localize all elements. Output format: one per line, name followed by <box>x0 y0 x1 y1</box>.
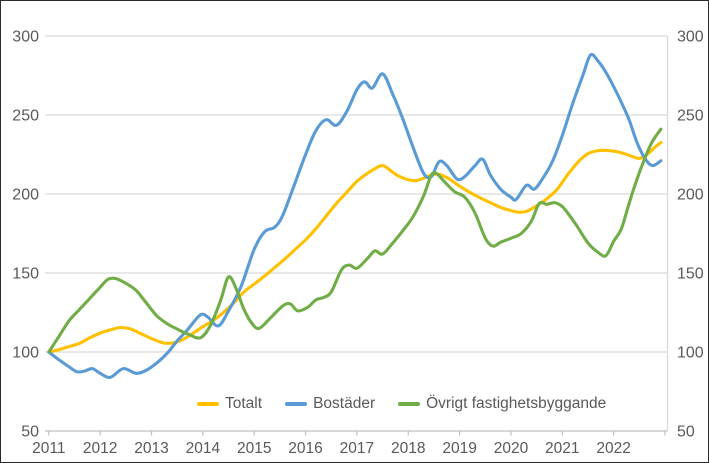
legend-label-totalt: Totalt <box>225 395 263 412</box>
y-axis-label-right-300: 300 <box>677 29 704 46</box>
y-axis-label-left-150: 150 <box>12 266 39 283</box>
x-axis-label-2019: 2019 <box>442 440 476 457</box>
legend-item-totalt: Totalt <box>197 395 262 413</box>
ovrigt-line-swatch-icon <box>398 402 421 406</box>
y-axis-label-right-150: 150 <box>677 266 704 283</box>
y-axis-label-left-200: 200 <box>12 187 39 204</box>
chart-legend: Totalt Bostäder Övrigt fastighetsbyggand… <box>197 393 606 415</box>
y-axis-label-left-300: 300 <box>12 29 39 46</box>
x-axis-label-2011: 2011 <box>32 440 65 457</box>
legend-item-ovrigt: Övrigt fastighetsbyggande <box>398 395 606 413</box>
bostader-line-swatch-icon <box>285 402 308 406</box>
y-axis-label-left-250: 250 <box>12 108 39 125</box>
series-line-ovrigt <box>47 127 663 354</box>
series-line-bostader <box>47 52 663 379</box>
x-axis-label-2013: 2013 <box>134 440 168 457</box>
legend-item-bostader: Bostäder <box>285 395 375 413</box>
y-axis-label-right-100: 100 <box>677 345 704 362</box>
x-axis-label-2021: 2021 <box>545 440 579 457</box>
y-axis-label-left-100: 100 <box>12 345 39 362</box>
y-axis-label-left-50: 50 <box>21 424 39 441</box>
series-line-totalt <box>47 141 663 354</box>
x-axis-label-2018: 2018 <box>391 440 425 457</box>
x-axis-label-2022: 2022 <box>596 440 630 457</box>
x-axis-label-2012: 2012 <box>83 440 117 457</box>
x-axis-label-2015: 2015 <box>237 440 271 457</box>
y-axis-label-right-200: 200 <box>677 187 704 204</box>
x-axis-label-2014: 2014 <box>186 440 221 457</box>
y-axis-label-right-50: 50 <box>677 424 695 441</box>
x-axis-label-2017: 2017 <box>340 440 374 457</box>
x-axis-label-2016: 2016 <box>288 440 322 457</box>
legend-label-bostader: Bostäder <box>313 395 376 412</box>
x-axis-label-2020: 2020 <box>494 440 529 457</box>
totalt-line-swatch-icon <box>197 402 219 406</box>
legend-label-ovrigt: Övrigt fastighetsbyggande <box>426 395 607 412</box>
y-axis-label-right-250: 250 <box>677 108 704 125</box>
